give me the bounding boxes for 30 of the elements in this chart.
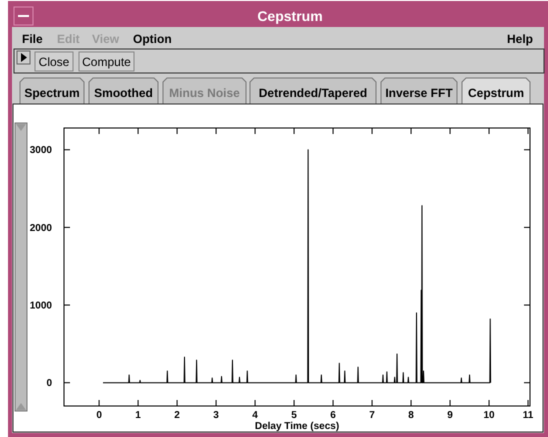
x-tick-label: 9 bbox=[447, 410, 454, 421]
x-tick-label: 7 bbox=[369, 410, 376, 421]
x-tick-label: 10 bbox=[483, 410, 496, 421]
y-tick-label: 3000 bbox=[30, 145, 52, 156]
x-tick-label: 3 bbox=[213, 410, 220, 421]
line-series bbox=[102, 149, 492, 384]
text: Smoothed bbox=[94, 86, 153, 100]
text: Close bbox=[38, 55, 70, 69]
x-tick-label: 2 bbox=[174, 410, 180, 421]
text: Minus Noise bbox=[169, 86, 240, 100]
x-axis-title: Delay Time (secs) bbox=[254, 421, 340, 432]
text: Cepstrum bbox=[468, 86, 524, 100]
x-tick-label: 6 bbox=[330, 410, 336, 421]
x-tick-label: 1 bbox=[135, 410, 142, 421]
y-tick-label: 2000 bbox=[30, 222, 52, 234]
text: Inverse FFT bbox=[385, 86, 454, 100]
x-tick-label: 11 bbox=[522, 410, 534, 421]
x-tick-label: 8 bbox=[408, 410, 414, 421]
y-tick-label: 0 bbox=[46, 378, 52, 390]
chart-title: Cepstrum bbox=[257, 8, 323, 24]
text: Detrended/Tapered bbox=[258, 86, 368, 100]
text: Help bbox=[506, 32, 533, 46]
text: File bbox=[22, 32, 43, 46]
x-tick-label: 4 bbox=[252, 410, 258, 421]
x-tick-label: 0 bbox=[96, 410, 102, 421]
text: Compute bbox=[82, 55, 132, 69]
text: Spectrum bbox=[24, 86, 80, 100]
y-tick-label: 1000 bbox=[30, 300, 52, 312]
x-tick-label: 5 bbox=[291, 410, 298, 421]
text: Option bbox=[133, 32, 172, 46]
